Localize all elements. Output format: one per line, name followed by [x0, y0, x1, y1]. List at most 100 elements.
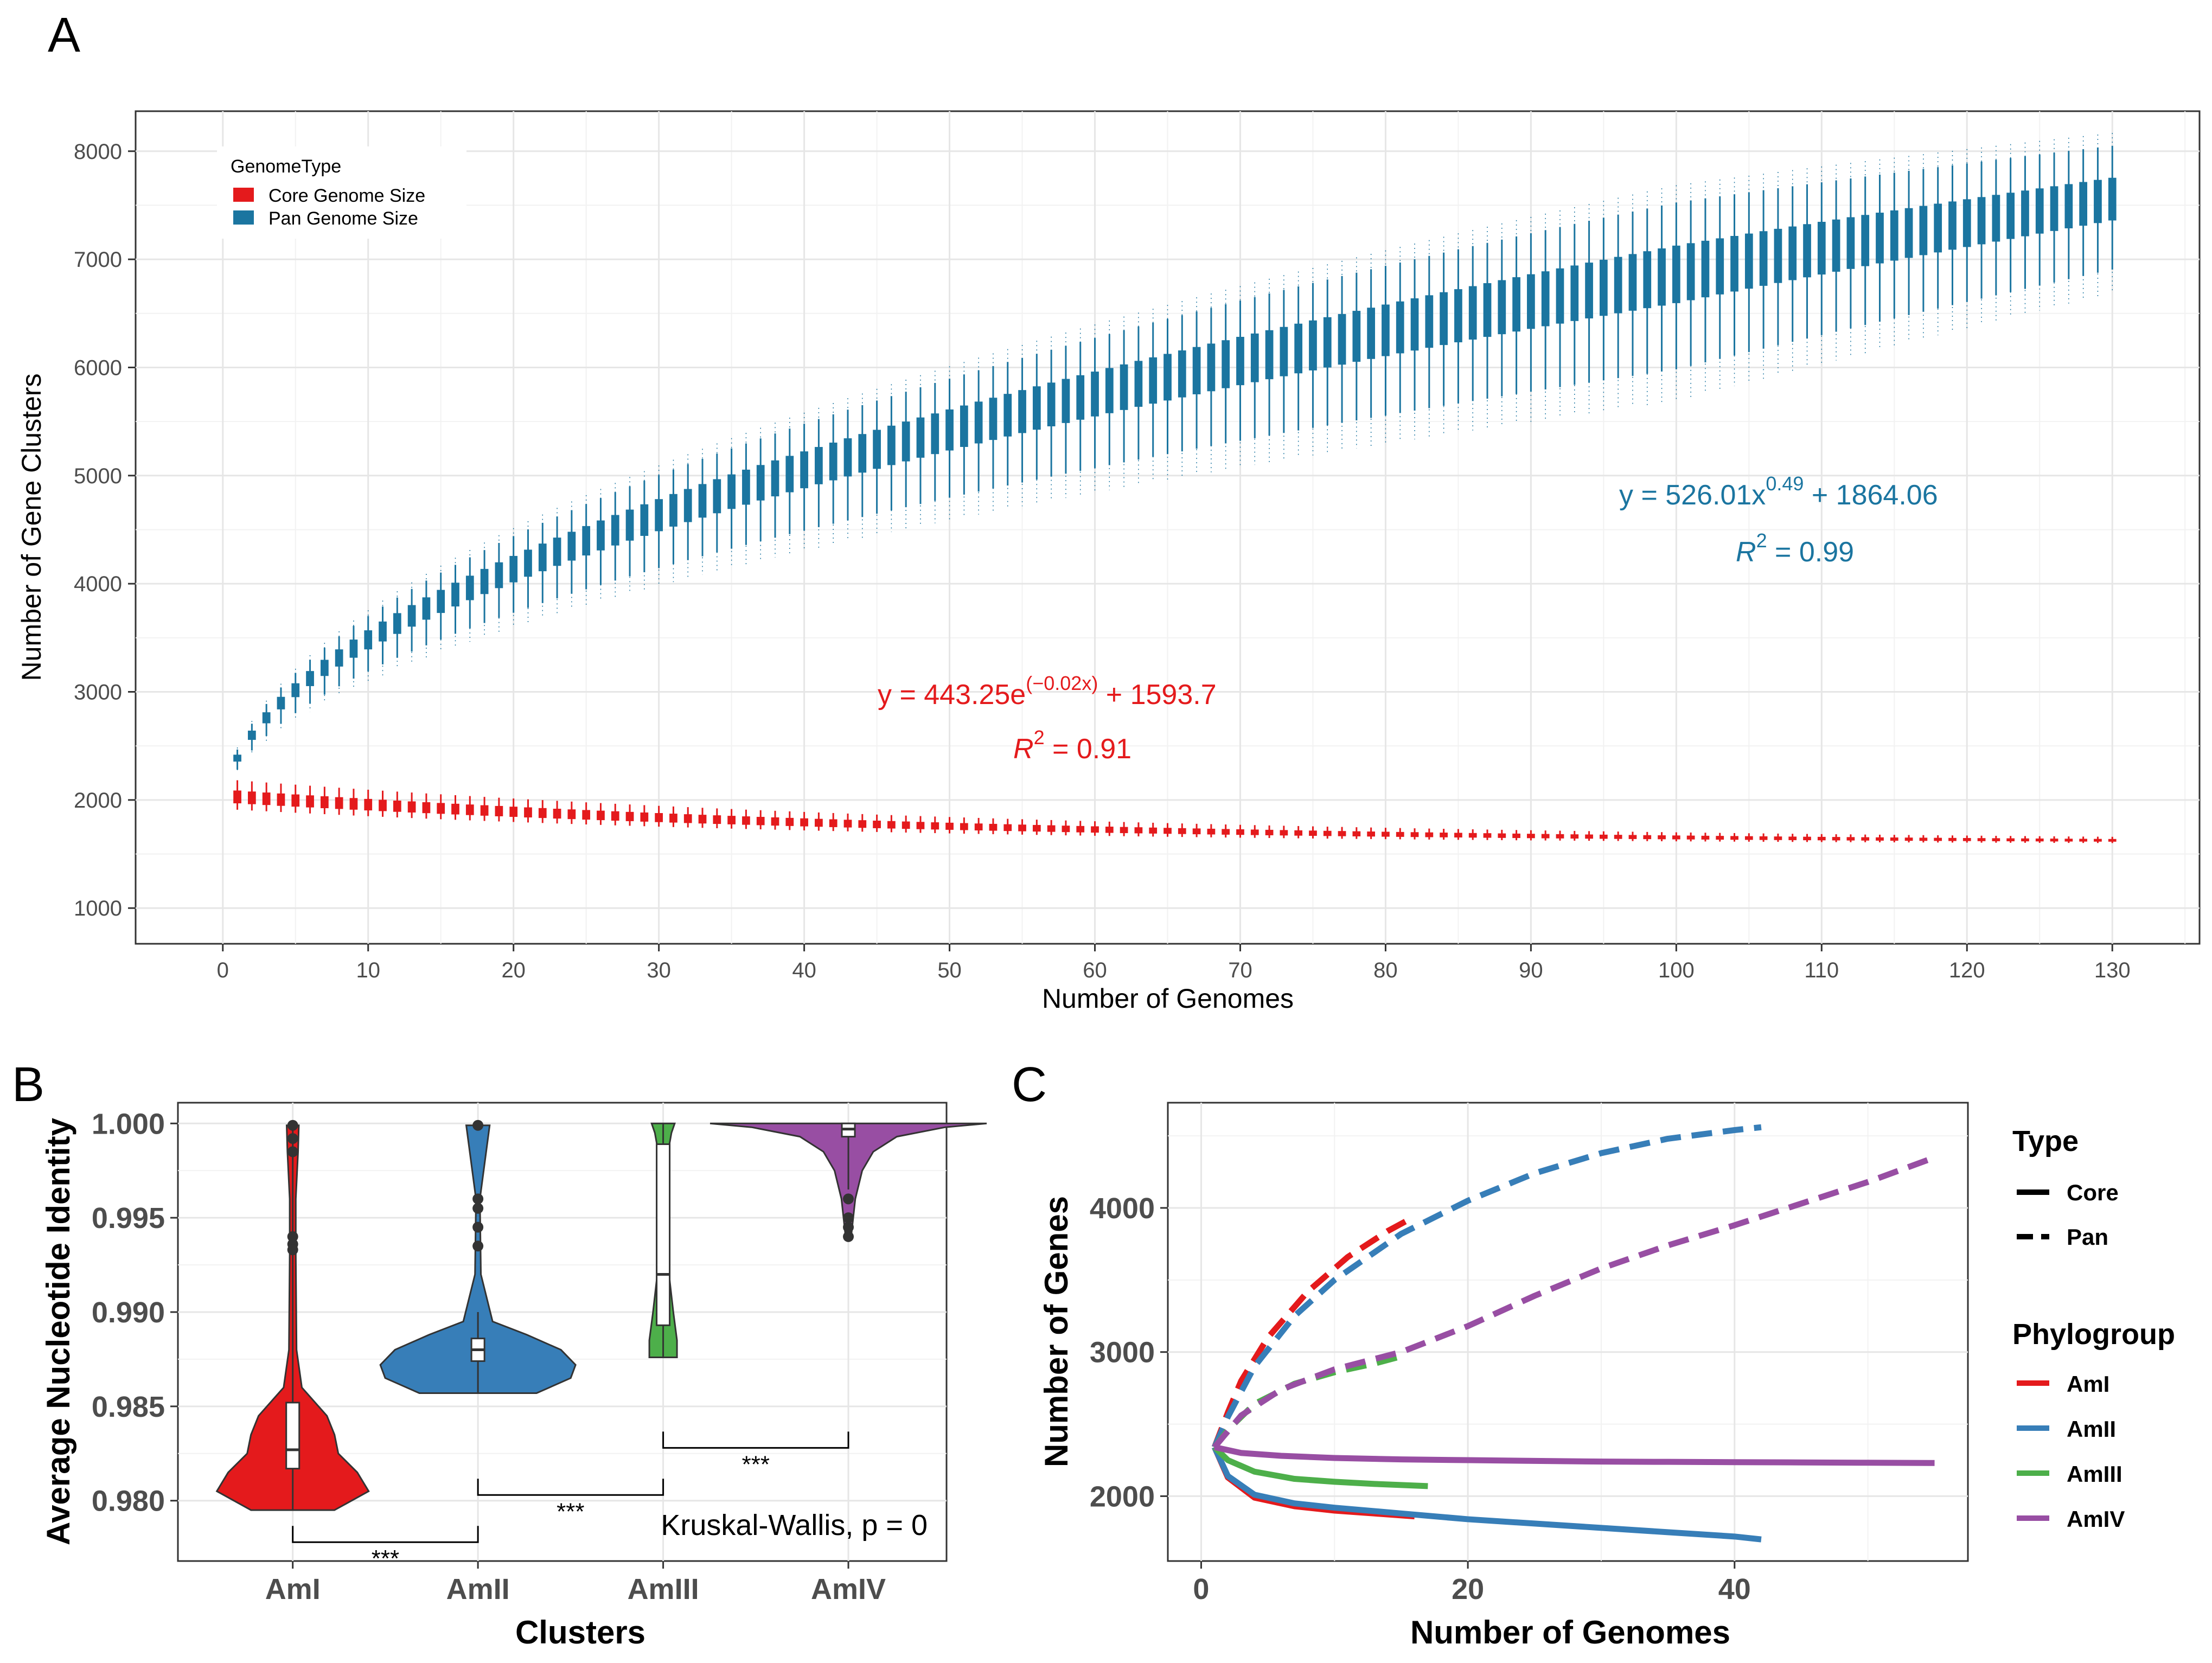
pan-box — [1309, 320, 1317, 370]
pan-box — [1962, 199, 1971, 247]
pan-box — [1527, 274, 1535, 329]
pan-box — [2050, 186, 2058, 231]
y-tick-label: 6000 — [74, 356, 122, 380]
pan-box — [1658, 248, 1666, 306]
pan-box — [1163, 354, 1172, 401]
pan-box — [1512, 277, 1520, 332]
x-tick-label: 110 — [1804, 958, 1839, 982]
pan-box — [1250, 333, 1259, 382]
panel-a-axes: 0 10 20 30 40 50 60 70 80 90 100 110 120 130 1000 2000 3… — [74, 140, 2131, 982]
outlier-point — [287, 1120, 298, 1131]
panel-c-axes: 0 20 40 2000 3000 4000 — [1090, 1192, 1751, 1606]
core-box — [349, 798, 358, 810]
x-tick-label: 40 — [1718, 1573, 1751, 1606]
pan-box — [1468, 286, 1477, 340]
pan-box — [815, 447, 823, 484]
core-box — [1236, 829, 1244, 835]
core-box — [756, 817, 765, 826]
core-box — [1134, 827, 1143, 834]
pan-box — [335, 649, 343, 667]
legend-key-pan — [233, 210, 254, 225]
pan-box — [291, 683, 300, 698]
core-box — [1105, 827, 1114, 833]
core-box — [974, 823, 983, 831]
core-box — [1178, 828, 1186, 834]
core-box — [931, 822, 939, 830]
pan-box — [1570, 265, 1579, 321]
pan-box — [713, 479, 721, 514]
pan-box — [1091, 372, 1099, 417]
core-box — [320, 796, 329, 809]
legend-label-amii: AmII — [2067, 1416, 2116, 1442]
pan-box — [349, 639, 358, 658]
pan-box — [306, 671, 314, 686]
panel-b-violins — [215, 1120, 987, 1511]
core-box — [1846, 837, 1855, 841]
pan-box — [1018, 390, 1026, 433]
core-box — [1003, 824, 1012, 832]
pan-box — [858, 434, 867, 473]
pan-box — [1846, 217, 1855, 269]
legend-type-title: Type — [2012, 1125, 2079, 1157]
core-box — [2006, 838, 2015, 842]
core-box — [277, 793, 285, 806]
core-box — [945, 822, 954, 830]
pan-eq-exp: 0.49 — [1766, 472, 1804, 495]
kruskal-wallis-label: Kruskal-Wallis, p = 0 — [661, 1509, 928, 1542]
core-box — [1672, 835, 1680, 840]
line-amiv-core — [1213, 1444, 1935, 1466]
outlier-point — [843, 1231, 854, 1242]
core-box — [553, 809, 561, 819]
core-box — [1861, 837, 1870, 841]
panel-b-comparisons: *** *** *** — [292, 1431, 849, 1572]
pan-box — [1483, 283, 1492, 337]
core-box — [1222, 829, 1230, 835]
x-tick-label: 0 — [1193, 1573, 1209, 1606]
x-tick-label: 10 — [356, 958, 380, 982]
pan-box — [1701, 240, 1710, 298]
legend-label-core-type: Core — [2067, 1180, 2119, 1205]
core-box — [495, 805, 503, 816]
comparison-bracket — [477, 1479, 664, 1496]
pan-box — [916, 417, 925, 458]
x-tick-label: AmII — [446, 1573, 510, 1606]
x-tick-label: 0 — [217, 958, 229, 982]
core-box — [1076, 826, 1085, 833]
pan-box — [1192, 347, 1201, 394]
core-box — [335, 797, 343, 809]
core-box — [524, 807, 532, 818]
y-tick-label: 0.980 — [92, 1485, 165, 1518]
core-eq-suffix: + 1593.7 — [1098, 679, 1216, 711]
core-box — [2035, 838, 2044, 842]
core-box — [1803, 836, 1811, 841]
panel-a: 0 10 20 30 40 50 60 70 80 90 100 110 120 130 1000 2000 3… — [16, 110, 2201, 1014]
pan-box — [829, 443, 838, 481]
significance-label: *** — [557, 1498, 584, 1525]
panel-b-ylabel: Average Nucleotide Identity — [40, 1117, 76, 1545]
x-tick-label: AmIII — [628, 1573, 699, 1606]
line-amiv-pan — [1212, 1154, 1936, 1449]
y-tick-label: 2000 — [1090, 1480, 1155, 1513]
core-box — [1483, 833, 1492, 838]
panel-b: 0.980 0.985 0.990 0.995 1.000 AmI AmII AmIII AmI… — [40, 1102, 987, 1651]
core-box — [1396, 832, 1404, 837]
core-box — [1759, 836, 1768, 840]
legend-label-ami: AmI — [2067, 1371, 2109, 1397]
core-box — [1788, 836, 1797, 840]
core-box — [1192, 828, 1201, 835]
pan-r2-exp: 2 — [1756, 529, 1767, 552]
core-box — [858, 820, 867, 828]
core-r2-sym: R — [1013, 733, 1034, 765]
pan-box — [379, 621, 387, 642]
outlier-point — [472, 1221, 484, 1233]
pan-box — [974, 401, 983, 444]
pan-box — [1716, 238, 1724, 295]
pan-box — [1977, 197, 1986, 245]
pan-box — [233, 754, 241, 762]
line-amii-core — [1212, 1445, 1762, 1543]
legend-phylogroup-title: Phylogroup — [2012, 1318, 2175, 1351]
core-box — [1977, 838, 1986, 841]
legend-label-amiii: AmIII — [2067, 1461, 2123, 1487]
core-box — [1367, 832, 1376, 837]
